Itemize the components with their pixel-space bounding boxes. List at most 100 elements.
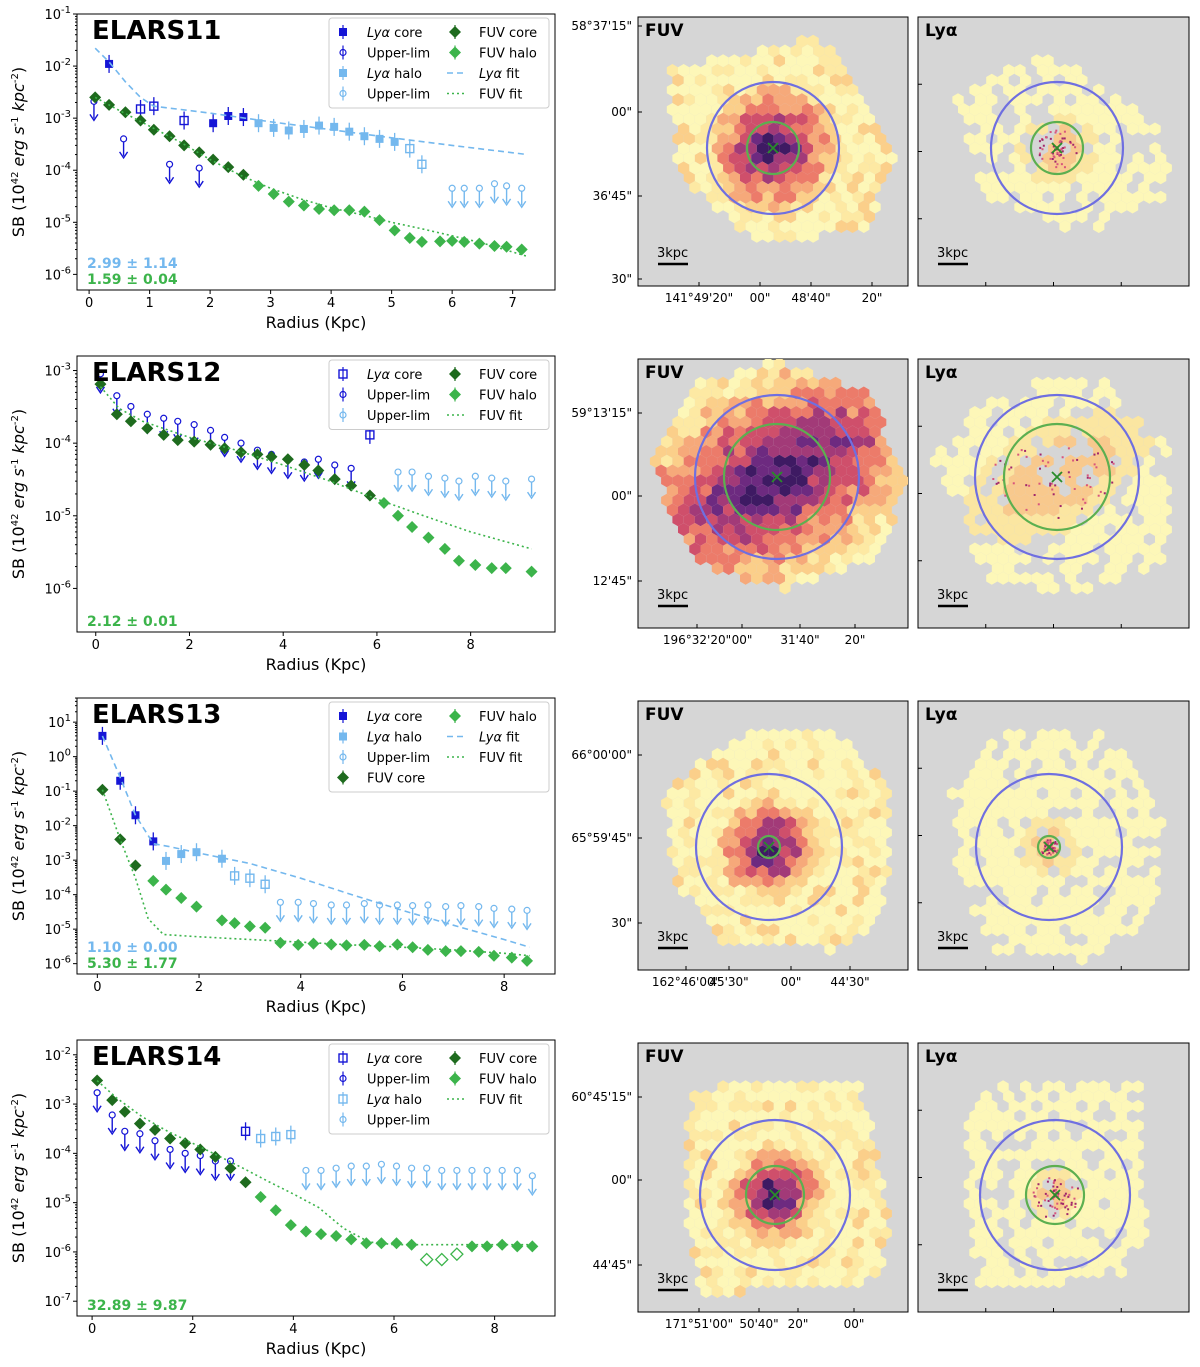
hex-bin — [1076, 894, 1088, 908]
hex-bin — [813, 748, 825, 761]
hex-bin — [785, 229, 797, 243]
hex-bin — [723, 562, 735, 575]
hex-bin — [1003, 523, 1015, 536]
hex-bin — [991, 484, 1004, 497]
lya-pixel — [1067, 1208, 1070, 1211]
hex-bin — [756, 406, 769, 419]
hex-bin — [991, 826, 1004, 839]
hex-bin — [717, 1080, 729, 1094]
hex-bin — [700, 1187, 712, 1201]
hex-bin — [756, 367, 769, 380]
hex-bin — [734, 1090, 746, 1103]
hex-bin — [1076, 532, 1088, 546]
hex-bin — [974, 132, 987, 146]
hex-bin — [1076, 757, 1088, 771]
hex-bin — [773, 54, 785, 68]
hex-bin — [1042, 1080, 1054, 1094]
upper-limit-arrow — [441, 919, 451, 927]
hex-bin — [689, 142, 701, 155]
hex-bin — [728, 894, 740, 908]
legend-label: FUV halo — [479, 1073, 537, 1088]
hex-bin — [796, 1138, 808, 1152]
y-tick-label: 10-5 — [44, 507, 71, 525]
hex-bin — [846, 484, 859, 497]
hex-bin — [1093, 767, 1105, 781]
lya-pixel — [1054, 484, 1057, 487]
legend-circle — [339, 89, 347, 98]
hex-bin — [1126, 845, 1139, 859]
hex-bin — [796, 855, 808, 869]
hex-bin — [1081, 1265, 1094, 1279]
hex-bin — [1143, 513, 1155, 527]
hex-bin — [1076, 112, 1088, 126]
hex-bin — [779, 425, 791, 439]
hex-bin — [1110, 757, 1122, 771]
hex-bin — [1126, 1168, 1139, 1181]
hex-bin — [807, 796, 819, 810]
hex-bin — [813, 923, 825, 937]
hex-bin — [858, 220, 870, 233]
hex-bin — [1008, 415, 1020, 429]
hex-bin — [1115, 1168, 1127, 1181]
hex-bin — [852, 1236, 864, 1250]
hex-bin — [830, 1197, 842, 1211]
upper-limit-arrow — [474, 200, 484, 209]
hex-bin — [858, 181, 870, 194]
hex-bin — [706, 816, 718, 830]
hex-bin — [1031, 1177, 1043, 1191]
lya-pixel — [1052, 1214, 1055, 1217]
hex-bin — [1087, 1080, 1099, 1094]
hex-bin — [723, 122, 735, 136]
hex-bin — [694, 1138, 707, 1152]
x-tick-label: 0 — [88, 1322, 96, 1337]
hex-bin — [728, 112, 740, 126]
hex-bin — [858, 122, 870, 136]
hex-bin — [779, 845, 791, 859]
hex-bin — [1020, 474, 1032, 488]
lya-pixel — [992, 478, 995, 481]
hex-bin — [807, 816, 819, 830]
hex-bin — [801, 562, 814, 575]
lya-pixel — [1073, 1197, 1076, 1200]
hex-bin — [1126, 884, 1139, 898]
hex-bin — [963, 796, 975, 810]
hex-bin — [711, 1129, 724, 1142]
hex-bin — [1025, 1148, 1037, 1162]
legend-label: Lyα halo — [367, 731, 422, 746]
hex-bin — [762, 933, 774, 947]
hex-bin — [700, 1090, 712, 1103]
hex-bin — [807, 1275, 819, 1289]
hex-bin — [846, 200, 859, 214]
hex-bin — [1132, 1177, 1144, 1191]
hex-bin — [986, 112, 998, 126]
hex-bin — [824, 142, 836, 155]
halo-aperture-circle — [698, 1118, 852, 1272]
hex-bin — [807, 1216, 819, 1230]
hex-bin — [728, 1177, 740, 1191]
legend-circle — [339, 411, 347, 419]
lya-pixel — [1042, 852, 1045, 855]
hex-bin — [1025, 122, 1037, 136]
series-fuv-halo — [377, 496, 538, 578]
hex-bin — [835, 484, 847, 497]
hex-bin — [694, 93, 707, 107]
ratio-label: 5.30 ± 1.77 — [87, 956, 178, 972]
hex-bin — [858, 484, 870, 497]
hex-bin — [796, 210, 808, 224]
lya-pixel — [1037, 503, 1040, 506]
diamond-marker — [215, 914, 228, 927]
hex-bin — [706, 396, 718, 410]
hex-bin — [1081, 1168, 1094, 1181]
hex-bin — [858, 787, 870, 800]
diamond-marker — [106, 1094, 119, 1107]
legend-item: Lyα halo — [339, 729, 422, 746]
diamond-marker — [163, 130, 176, 143]
hex-bin — [980, 1246, 992, 1259]
hex-bin — [773, 513, 785, 527]
hex-bin — [997, 855, 1009, 869]
hex-bin — [869, 806, 881, 820]
hex-bin — [678, 142, 690, 155]
hex-bin — [813, 865, 825, 878]
hex-bin — [706, 1119, 718, 1133]
hex-bin — [852, 1216, 864, 1230]
